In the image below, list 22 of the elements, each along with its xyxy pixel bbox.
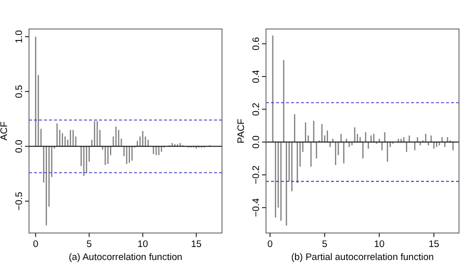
y-tick-label: −0.5 bbox=[14, 192, 25, 211]
y-tick-label: 0.0 bbox=[14, 140, 25, 153]
y-tick-label: −0.2 bbox=[251, 165, 262, 184]
y-tick-label: 0.4 bbox=[251, 70, 262, 84]
y-tick-label: 0.2 bbox=[251, 102, 262, 116]
x-axis-title: (b) Partial autocorrelation function bbox=[291, 252, 434, 263]
x-tick-label: 5 bbox=[86, 239, 92, 250]
x-tick-label: 15 bbox=[191, 239, 202, 250]
y-tick-label: 0.0 bbox=[251, 135, 262, 149]
y-tick-label: 0.6 bbox=[251, 37, 262, 50]
y-tick-label: 0.5 bbox=[14, 84, 25, 98]
x-tick-label: 5 bbox=[322, 239, 328, 250]
x-tick-label: 0 bbox=[267, 239, 273, 250]
x-tick-label: 10 bbox=[137, 239, 148, 250]
y-tick-label: 1.0 bbox=[14, 30, 25, 44]
x-tick-label: 10 bbox=[374, 239, 385, 250]
x-axis-title: (a) Autocorrelation function bbox=[68, 252, 182, 263]
x-tick-label: 0 bbox=[32, 239, 38, 250]
y-axis-title: PACF bbox=[236, 118, 247, 144]
y-tick-label: −0.4 bbox=[251, 198, 262, 217]
x-tick-label: 15 bbox=[428, 239, 440, 250]
y-axis-title: ACF bbox=[0, 121, 10, 140]
